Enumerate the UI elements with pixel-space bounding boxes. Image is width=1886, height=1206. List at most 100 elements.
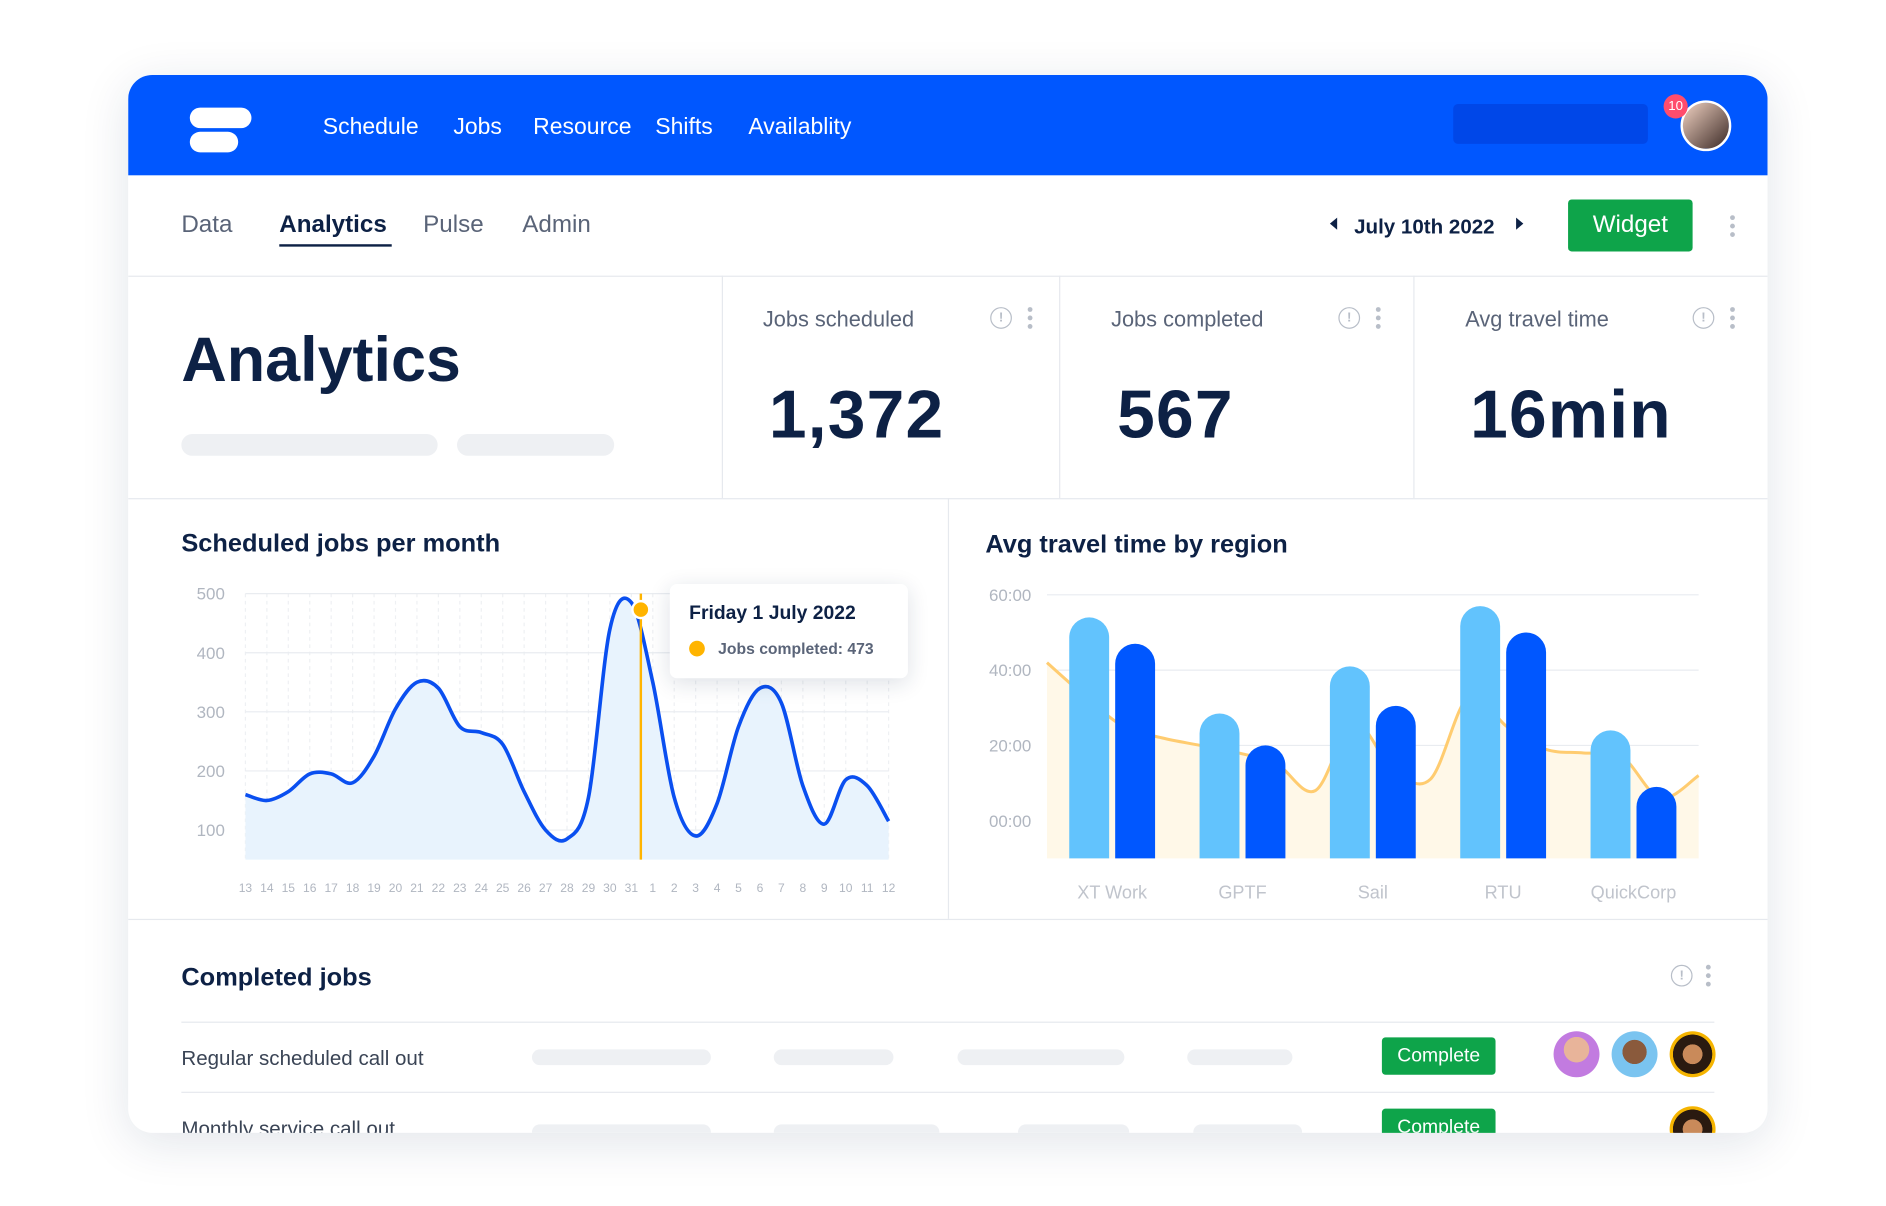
kpi-label: Jobs scheduled bbox=[762, 307, 915, 332]
avatar bbox=[1669, 1031, 1716, 1078]
nav-link[interactable]: Jobs bbox=[453, 114, 502, 141]
nav-link[interactable]: Schedule bbox=[322, 114, 419, 141]
info-icon[interactable]: ! bbox=[1338, 307, 1361, 329]
bar bbox=[1329, 666, 1370, 859]
kpi-value: 567 bbox=[1117, 375, 1234, 453]
x-tick-label: 12 bbox=[882, 881, 896, 895]
divider bbox=[947, 498, 950, 919]
menu[interactable] bbox=[1705, 964, 1711, 990]
info-icon[interactable]: ! bbox=[990, 307, 1012, 329]
x-tick-label: 7 bbox=[778, 881, 785, 895]
x-tick-label: 17 bbox=[324, 881, 338, 895]
x-tick-label: Sail bbox=[1358, 882, 1388, 902]
x-tick-label: 5 bbox=[735, 881, 742, 895]
tab[interactable]: Data bbox=[181, 211, 233, 239]
divider bbox=[128, 275, 1768, 277]
x-tick-label: 4 bbox=[714, 881, 721, 895]
skeleton bbox=[957, 1049, 1125, 1066]
bar bbox=[1460, 606, 1501, 859]
info-icon[interactable]: ! bbox=[1670, 964, 1693, 987]
charts: 13 14 15 16 17 18 19 20 21 22 23 24 25 26 27 28 29 30 31 1 2… bbox=[197, 585, 1700, 902]
skeleton bbox=[1017, 1124, 1130, 1133]
y-tick-label: 40:00 bbox=[989, 661, 1031, 680]
x-tick-label: QuickCorp bbox=[1591, 882, 1677, 902]
x-tick-label: 9 bbox=[821, 881, 828, 895]
tooltip-title: Friday 1 July 2022 bbox=[689, 603, 856, 624]
x-tick-label: 11 bbox=[861, 881, 874, 895]
next-date[interactable] bbox=[1516, 217, 1524, 230]
divider bbox=[128, 918, 1768, 921]
tooltip-label: Jobs completed: bbox=[718, 639, 844, 658]
nav-link[interactable]: Availablity bbox=[748, 114, 852, 141]
info-icon[interactable]: ! bbox=[1692, 307, 1715, 329]
menu[interactable] bbox=[1730, 215, 1735, 240]
menu[interactable] bbox=[1730, 307, 1735, 332]
tab-active[interactable]: Analytics bbox=[279, 211, 387, 239]
avatar bbox=[1553, 1031, 1600, 1078]
x-tick-label: GPTF bbox=[1218, 882, 1266, 902]
top-nav: Schedule Jobs Resource Shifts Availablit… bbox=[128, 74, 1768, 176]
trend-line bbox=[1045, 661, 1700, 800]
widget-button[interactable]: Widget bbox=[1568, 199, 1693, 252]
skeleton bbox=[531, 1124, 711, 1133]
x-tick-label: 6 bbox=[757, 881, 764, 895]
x-tick-label: XT Work bbox=[1077, 882, 1148, 902]
line bbox=[244, 596, 891, 843]
y-tick-label: 100 bbox=[197, 821, 225, 840]
divider bbox=[181, 1021, 1715, 1023]
nav-link[interactable]: Shifts bbox=[655, 114, 713, 141]
status-badge: Complete bbox=[1381, 1037, 1496, 1075]
x-tick-label: 25 bbox=[496, 881, 510, 895]
line-area bbox=[245, 598, 889, 860]
tooltip: Friday 1 July 2022 Jobs completed: 473 bbox=[669, 583, 908, 679]
page-title: Analytics bbox=[181, 325, 461, 396]
bar bbox=[1115, 643, 1156, 859]
x-tick-label: 30 bbox=[603, 881, 617, 895]
x-tick-label: 23 bbox=[453, 881, 467, 895]
y-tick-label: 500 bbox=[197, 585, 225, 604]
divider bbox=[1059, 275, 1061, 499]
bar bbox=[1590, 730, 1631, 859]
x-tick-label: 14 bbox=[260, 881, 274, 895]
x-tick-label: 27 bbox=[539, 881, 553, 895]
y-tick-label: 00:00 bbox=[989, 812, 1031, 831]
menu[interactable] bbox=[1375, 307, 1381, 332]
x-tick-label: 22 bbox=[432, 881, 446, 895]
x-tick-label: 24 bbox=[475, 881, 489, 895]
x-tick-label: 20 bbox=[389, 881, 403, 895]
bar bbox=[1636, 786, 1677, 859]
skeleton bbox=[1187, 1049, 1293, 1066]
notification-badge: 10 bbox=[1663, 94, 1688, 119]
bar bbox=[1375, 705, 1416, 859]
tooltip-dot bbox=[689, 640, 705, 657]
menu[interactable] bbox=[1027, 307, 1033, 332]
divider bbox=[721, 275, 723, 499]
x-tick-label: 13 bbox=[239, 881, 253, 895]
x-tick-label: 26 bbox=[517, 881, 531, 895]
y-tick-label: 20:00 bbox=[989, 736, 1031, 755]
nav-link[interactable]: Resource bbox=[533, 114, 632, 141]
skeleton bbox=[531, 1049, 711, 1066]
kpi-label: Avg travel time bbox=[1465, 307, 1609, 332]
x-tick-label: 31 bbox=[625, 881, 639, 895]
kpi-value: 1,372 bbox=[768, 375, 945, 453]
kpi-value: 16min bbox=[1470, 375, 1672, 453]
tab[interactable]: Pulse bbox=[423, 211, 484, 239]
user-avatar[interactable] bbox=[1680, 100, 1732, 152]
dashboard-card: Schedule Jobs Resource Shifts Availablit… bbox=[128, 74, 1768, 1133]
x-tick-label: 19 bbox=[367, 881, 381, 895]
logo bbox=[189, 107, 252, 129]
tab[interactable]: Admin bbox=[522, 211, 591, 239]
x-tick-label: 21 bbox=[410, 881, 424, 895]
tooltip-value: 473 bbox=[847, 639, 874, 658]
prev-date[interactable] bbox=[1329, 217, 1338, 230]
row-name: Monthly service call out bbox=[181, 1117, 395, 1133]
search-box[interactable] bbox=[1453, 103, 1648, 144]
x-tick-label: 18 bbox=[346, 881, 360, 895]
skeleton bbox=[773, 1049, 894, 1066]
status-badge: Complete bbox=[1381, 1108, 1496, 1133]
y-tick-label: 400 bbox=[197, 644, 225, 663]
bar bbox=[1069, 617, 1110, 859]
x-tick-label: 29 bbox=[582, 881, 596, 895]
